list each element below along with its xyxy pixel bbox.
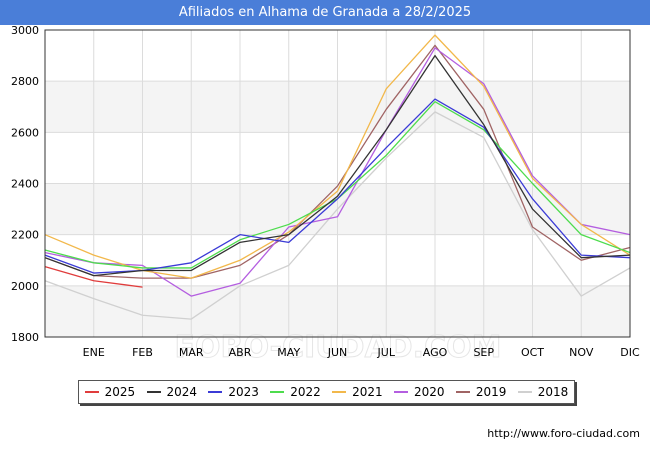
x-axis: ENE FEB MAR ABR MAY JUN JUL AGO SEP OCT NOV DIC <box>83 346 640 359</box>
legend-swatch <box>270 391 285 393</box>
x-tick-label: JUL <box>377 346 396 359</box>
legend-item-2022: 2022 <box>270 385 321 399</box>
series-line-2019 <box>44 44 631 279</box>
legend-item-2019: 2019 <box>455 385 507 399</box>
x-tick-label: MAY <box>277 346 300 359</box>
x-tick-label: AGO <box>423 346 448 359</box>
legend-swatch <box>455 391 470 393</box>
x-tick-label: ABR <box>229 346 252 359</box>
x-tick-label: OCT <box>521 346 544 359</box>
x-tick-label: JUN <box>327 346 348 359</box>
x-tick-label: SEP <box>473 346 494 359</box>
series-lines <box>44 34 631 320</box>
legend-item-2021: 2021 <box>332 385 383 399</box>
series-line-2024 <box>44 54 631 277</box>
legend: 2025 2024 2023 2022 2021 2020 2019 2018 <box>78 380 575 404</box>
chart-title: Afiliados en Alhama de Granada a 28/2/20… <box>0 0 650 25</box>
legend-item-2025: 2025 <box>84 385 136 399</box>
y-axis: 1800 2000 2200 2400 2600 2800 3000 <box>11 24 39 344</box>
legend-label: 2020 <box>414 385 445 399</box>
x-tick-label: MAR <box>179 346 204 359</box>
legend-label: 2018 <box>537 385 569 399</box>
legend-swatch <box>146 391 161 393</box>
y-tick-label: 2000 <box>11 280 39 293</box>
x-tick-label: ENE <box>83 346 105 359</box>
series-line-2025 <box>44 266 143 288</box>
series-line-2020 <box>44 47 631 297</box>
x-tick-label: NOV <box>569 346 594 359</box>
legend-swatch <box>517 391 532 393</box>
legend-label: 2025 <box>104 385 136 399</box>
series-line-2018 <box>44 111 631 320</box>
legend-label: 2019 <box>475 385 507 399</box>
legend-swatch <box>208 391 223 393</box>
legend-label: 2024 <box>166 385 198 399</box>
x-tick-label: DIC <box>620 346 640 359</box>
legend-item-2020: 2020 <box>394 385 445 399</box>
watermark: FORO-CIUDAD.COM <box>175 330 502 365</box>
source-url: http://www.foro-ciudad.com <box>487 427 640 440</box>
legend-label: 2022 <box>290 385 321 399</box>
x-tick-label: FEB <box>132 346 153 359</box>
legend-swatch <box>84 391 99 393</box>
y-tick-label: 2600 <box>11 126 39 139</box>
y-tick-label: 2200 <box>11 229 39 242</box>
legend-label: 2023 <box>228 385 259 399</box>
y-tick-label: 2800 <box>11 75 39 88</box>
legend-swatch <box>394 391 409 393</box>
legend-swatch <box>332 391 347 393</box>
legend-item-2018: 2018 <box>517 385 569 399</box>
y-tick-label: 3000 <box>11 24 39 37</box>
plot-area-frame <box>44 29 631 338</box>
legend-item-2023: 2023 <box>208 385 259 399</box>
y-tick-label: 2400 <box>11 178 39 191</box>
legend-label: 2021 <box>352 385 383 399</box>
legend-item-2024: 2024 <box>146 385 198 399</box>
y-tick-label: 1800 <box>11 331 39 344</box>
